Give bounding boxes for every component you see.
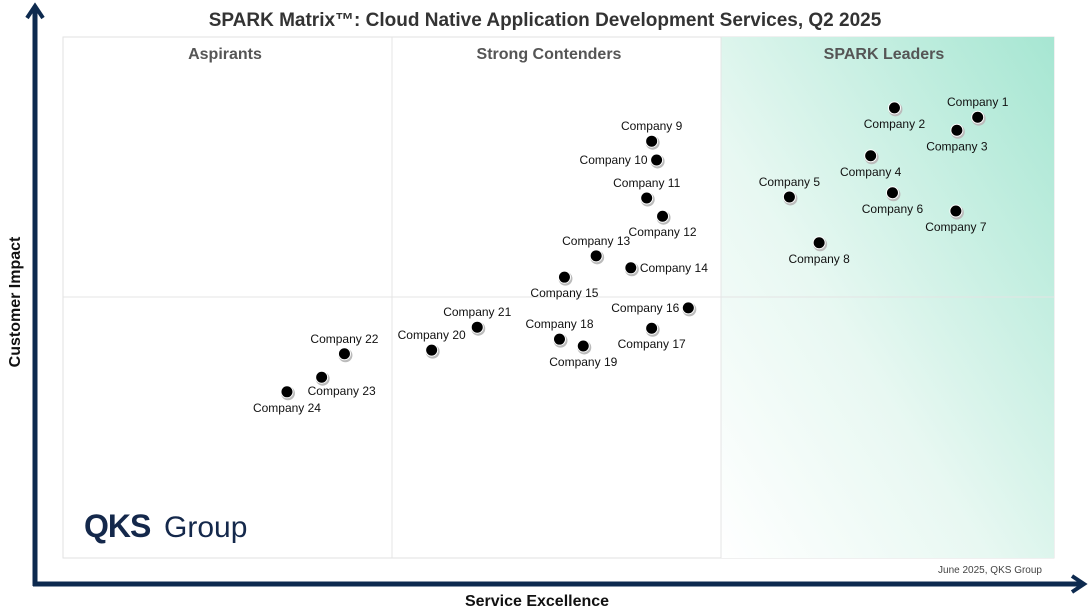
svg-text:QKS: QKS xyxy=(84,508,151,544)
x-axis-label: Service Excellence xyxy=(465,593,609,610)
point-label: Company 8 xyxy=(788,252,850,266)
data-point xyxy=(782,190,796,204)
point-label: Company 3 xyxy=(926,139,988,153)
data-point xyxy=(645,321,659,335)
point-label: Company 24 xyxy=(253,401,321,415)
point-label: Company 16 xyxy=(611,301,679,315)
quadrant-label-aspirants: Aspirants xyxy=(188,46,262,63)
qks-group-logo: QKS Group xyxy=(84,508,247,544)
y-axis-arrow xyxy=(25,2,45,586)
data-point xyxy=(812,236,826,250)
chart-title: SPARK Matrix™: Cloud Native Application … xyxy=(209,10,882,31)
data-point xyxy=(337,347,351,361)
data-point xyxy=(885,186,899,200)
point-label: Company 15 xyxy=(530,286,598,300)
point-label: Company 19 xyxy=(549,355,617,369)
data-point xyxy=(640,191,654,205)
point-label: Company 14 xyxy=(640,261,708,275)
point-label: Company 4 xyxy=(840,165,902,179)
data-point xyxy=(552,332,566,346)
point-label: Company 5 xyxy=(759,175,821,189)
point-label: Company 17 xyxy=(618,337,686,351)
data-point xyxy=(650,153,664,167)
data-point xyxy=(315,370,329,384)
data-point xyxy=(681,301,695,315)
point-label: Company 9 xyxy=(621,119,683,133)
svg-text:Group: Group xyxy=(164,511,247,544)
point-label: Company 12 xyxy=(629,225,697,239)
point-label: Company 23 xyxy=(308,384,376,398)
point-label: Company 18 xyxy=(525,317,593,331)
data-point xyxy=(589,249,603,263)
data-point xyxy=(576,339,590,353)
quadrant-label-spark-leaders: SPARK Leaders xyxy=(824,46,945,63)
point-label: Company 10 xyxy=(580,153,648,167)
point-label: Company 1 xyxy=(947,95,1009,109)
point-label: Company 11 xyxy=(613,176,680,190)
point-label: Company 2 xyxy=(864,117,926,131)
data-point xyxy=(280,385,294,399)
data-point xyxy=(645,134,659,148)
y-axis-label: Customer Impact xyxy=(7,236,24,367)
credit-text: June 2025, QKS Group xyxy=(938,565,1042,576)
data-point xyxy=(864,149,878,163)
data-point xyxy=(887,101,901,115)
point-label: Company 7 xyxy=(925,220,987,234)
point-label: Company 13 xyxy=(562,234,630,248)
point-label: Company 20 xyxy=(398,328,466,342)
data-point xyxy=(557,270,571,284)
data-point xyxy=(470,320,484,334)
x-axis-arrow xyxy=(33,574,1088,594)
point-label: Company 21 xyxy=(443,305,511,319)
point-label: Company 22 xyxy=(310,332,378,346)
quadrant-label-strong-contenders: Strong Contenders xyxy=(477,46,622,63)
data-point xyxy=(950,123,964,137)
data-point xyxy=(949,204,963,218)
data-point xyxy=(425,343,439,357)
data-point xyxy=(971,110,985,124)
data-point xyxy=(656,209,670,223)
data-point xyxy=(624,261,638,275)
point-label: Company 6 xyxy=(862,202,924,216)
